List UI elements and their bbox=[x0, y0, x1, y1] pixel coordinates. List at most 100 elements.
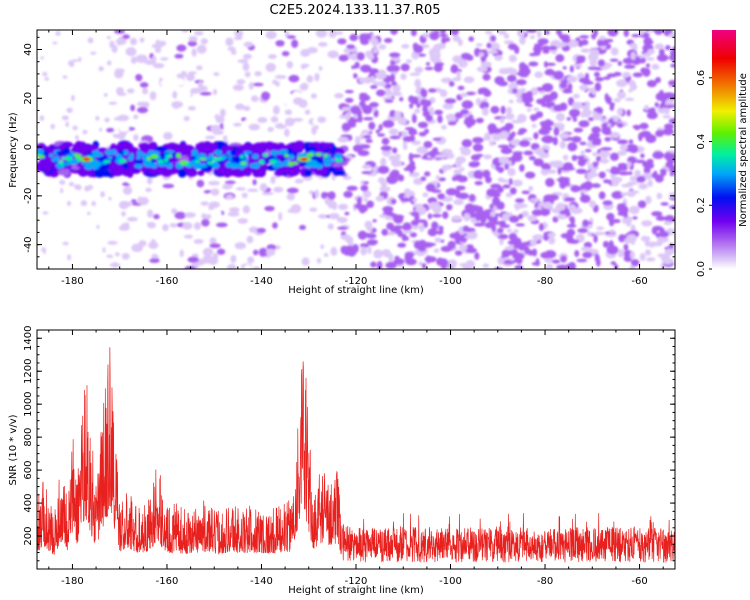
heatmap-cell bbox=[264, 141, 275, 150]
heatmap-cell bbox=[197, 169, 205, 176]
heatmap-cell bbox=[451, 176, 458, 182]
heatmap-cell bbox=[183, 234, 193, 239]
heatmap-cell bbox=[646, 79, 657, 88]
heatmap-cell bbox=[133, 114, 139, 120]
heatmap-cell bbox=[227, 211, 240, 217]
heatmap-cell bbox=[533, 132, 539, 140]
heatmap-cell bbox=[667, 153, 675, 161]
heatmap-cell bbox=[362, 190, 372, 198]
heatmap-cell bbox=[146, 165, 160, 175]
heatmap-cell bbox=[394, 214, 405, 220]
heatmap-cell bbox=[598, 171, 606, 179]
heatmap-cell bbox=[89, 162, 96, 167]
heatmap-cell bbox=[638, 183, 648, 190]
heatmap-cell bbox=[37, 243, 42, 249]
heatmap-cell bbox=[103, 93, 108, 97]
heatmap-cell bbox=[61, 150, 71, 155]
heatmap-cell bbox=[66, 107, 73, 113]
heatmap-cell bbox=[421, 262, 427, 269]
heatmap-cell bbox=[164, 150, 175, 154]
heatmap-cell bbox=[92, 150, 100, 157]
heatmap-cell bbox=[401, 130, 408, 137]
heatmap-cell bbox=[470, 154, 481, 161]
heatmap-cell bbox=[409, 232, 417, 238]
heatmap-cell bbox=[491, 223, 497, 233]
heatmap-cell bbox=[114, 69, 124, 79]
heatmap-y-tick-label: -20 bbox=[23, 188, 34, 204]
heatmap-cell bbox=[440, 245, 452, 253]
heatmap-cell bbox=[201, 219, 210, 227]
heatmap-cell bbox=[261, 91, 270, 101]
heatmap-cell bbox=[440, 77, 453, 84]
heatmap-cell bbox=[58, 160, 64, 166]
heatmap-cell bbox=[302, 231, 312, 239]
heatmap-cell bbox=[596, 40, 609, 46]
heatmap-cell bbox=[483, 154, 492, 160]
heatmap-cell bbox=[560, 233, 571, 239]
heatmap-cell bbox=[404, 251, 415, 259]
heatmap-cell bbox=[242, 205, 250, 214]
heatmap-cell bbox=[154, 146, 168, 152]
heatmap-cell bbox=[494, 55, 503, 61]
heatmap-cell bbox=[199, 157, 207, 161]
snr-x-axis-label: Height of straight line (km) bbox=[288, 585, 424, 596]
heatmap-cell bbox=[630, 51, 636, 61]
heatmap-cell bbox=[137, 150, 142, 157]
heatmap-cell bbox=[410, 211, 420, 217]
heatmap-cell bbox=[366, 200, 375, 209]
heatmap-cell bbox=[478, 52, 485, 57]
heatmap-cell bbox=[444, 98, 457, 104]
heatmap-cell bbox=[377, 70, 387, 80]
heatmap-cell bbox=[242, 109, 252, 115]
heatmap-cell bbox=[187, 71, 197, 75]
heatmap-cell bbox=[323, 155, 328, 163]
heatmap-cell bbox=[502, 213, 510, 222]
heatmap-cell bbox=[410, 219, 419, 226]
heatmap-cell bbox=[476, 214, 483, 219]
heatmap-cell bbox=[503, 33, 510, 39]
heatmap-cell bbox=[249, 111, 254, 119]
heatmap-cell bbox=[616, 79, 628, 88]
heatmap-cell bbox=[122, 186, 133, 195]
heatmap-cell bbox=[628, 145, 639, 154]
heatmap-cell bbox=[98, 66, 104, 72]
heatmap-cell bbox=[340, 234, 352, 241]
heatmap-cell bbox=[473, 222, 486, 227]
heatmap-cell bbox=[602, 200, 613, 206]
heatmap-cell bbox=[151, 239, 156, 243]
heatmap-cell bbox=[568, 204, 576, 210]
heatmap-cell bbox=[99, 127, 103, 132]
heatmap-cell bbox=[431, 221, 439, 230]
heatmap-cell bbox=[475, 117, 484, 124]
heatmap-cell bbox=[138, 196, 149, 206]
heatmap-cell bbox=[93, 168, 106, 178]
heatmap-cell bbox=[306, 152, 315, 157]
heatmap-cell bbox=[423, 220, 428, 228]
heatmap-cell bbox=[541, 103, 550, 108]
heatmap-cell bbox=[316, 220, 323, 226]
heatmap-cell bbox=[378, 124, 383, 132]
heatmap-cell bbox=[646, 257, 656, 262]
heatmap-cell bbox=[438, 225, 444, 231]
heatmap-cell bbox=[134, 159, 144, 164]
heatmap-cell bbox=[271, 150, 281, 155]
heatmap-cell bbox=[341, 106, 353, 112]
heatmap-cell bbox=[490, 35, 497, 42]
heatmap-cell bbox=[614, 263, 619, 269]
heatmap-cell bbox=[42, 155, 53, 166]
heatmap-cell bbox=[580, 150, 585, 156]
heatmap-cell bbox=[470, 217, 477, 224]
heatmap-cell bbox=[592, 113, 604, 121]
heatmap-cell bbox=[453, 169, 463, 174]
colorbar-ticks: 0.0 0.2 0.4 0.6 bbox=[696, 70, 712, 277]
heatmap-cell bbox=[179, 249, 184, 258]
heatmap-cell bbox=[378, 44, 387, 50]
heatmap-cell bbox=[403, 144, 408, 151]
heatmap-cell bbox=[655, 76, 661, 84]
heatmap-cell bbox=[390, 30, 398, 35]
heatmap-cell bbox=[578, 77, 591, 84]
heatmap-cell bbox=[297, 153, 303, 158]
heatmap-cell bbox=[65, 156, 73, 162]
heatmap-cell bbox=[202, 247, 214, 257]
heatmap-cell bbox=[504, 246, 515, 251]
